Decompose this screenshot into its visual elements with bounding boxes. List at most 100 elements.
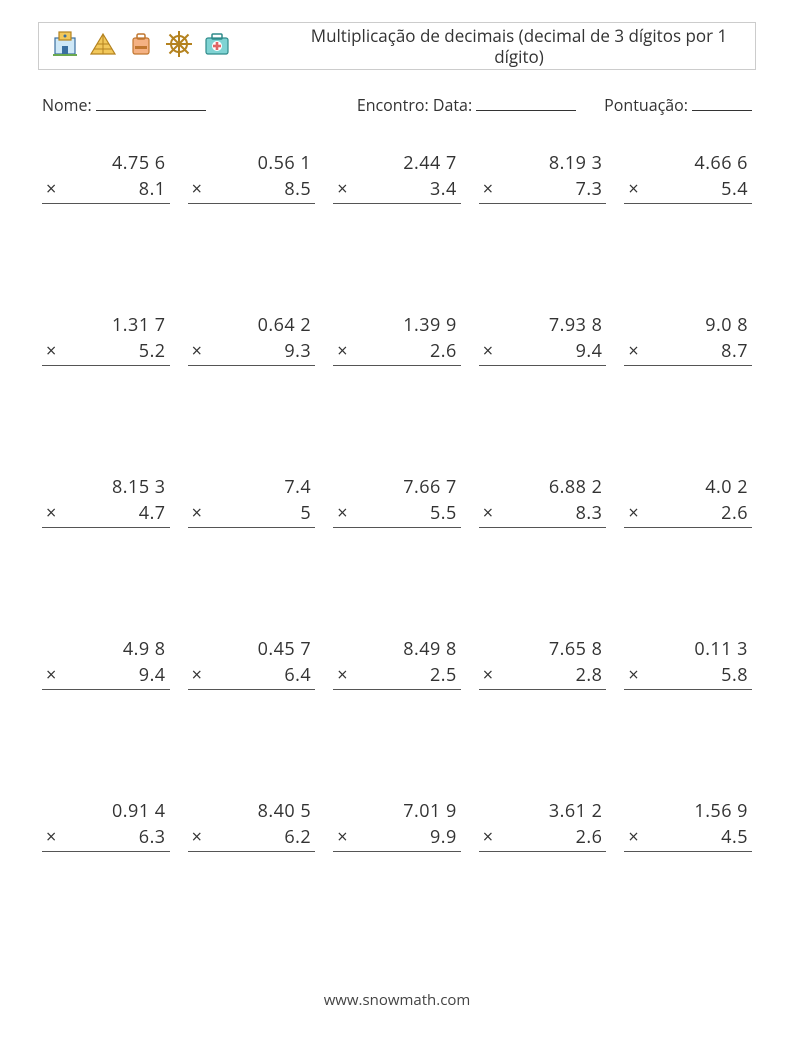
multiplier-line: ×2.8 [479, 662, 607, 690]
multiplier-line: ×4.5 [624, 824, 752, 852]
operator: × [479, 339, 502, 363]
multiplier: 2.6 [647, 501, 748, 525]
multiplier-line: ×6.4 [188, 662, 316, 690]
multiplier: 5.5 [356, 501, 457, 525]
multiplier-line: ×6.2 [188, 824, 316, 852]
problem: 7.66 7×5.5 [333, 474, 461, 528]
multiplier: 2.6 [356, 339, 457, 363]
problem: 0.45 7×6.4 [188, 636, 316, 690]
multiplier-line: ×5.4 [624, 176, 752, 204]
multiplicand: 0.56 1 [188, 151, 312, 175]
multiplicand-line: 4.9 8 [42, 636, 170, 662]
multiplicand-line: 7.65 8 [479, 636, 607, 662]
multiplier: 9.9 [356, 825, 457, 849]
problem: 8.49 8×2.5 [333, 636, 461, 690]
worksheet-title: Multiplicação de decimais (decimal de 3 … [233, 25, 745, 68]
date-blank[interactable] [476, 94, 576, 111]
multiplicand: 0.11 3 [624, 637, 748, 661]
multiplicand-line: 8.49 8 [333, 636, 461, 662]
multiplier-line: ×7.3 [479, 176, 607, 204]
problem: 3.61 2×2.6 [479, 798, 607, 852]
multiplicand-line: 7.4 [188, 474, 316, 500]
multiplier: 9.4 [502, 339, 603, 363]
operator: × [624, 339, 647, 363]
multiplicand: 8.19 3 [479, 151, 603, 175]
multiplier-line: ×2.6 [624, 500, 752, 528]
multiplicand: 1.56 9 [624, 799, 748, 823]
operator: × [188, 501, 211, 525]
multiplicand-line: 4.66 6 [624, 150, 752, 176]
multiplicand: 3.61 2 [479, 799, 603, 823]
operator: × [479, 825, 502, 849]
multiplicand: 1.39 9 [333, 313, 457, 337]
score-label: Pontuação: [604, 94, 688, 116]
operator: × [42, 663, 65, 687]
multiplicand: 0.91 4 [42, 799, 166, 823]
multiplicand-line: 0.64 2 [188, 312, 316, 338]
problem: 8.15 3×4.7 [42, 474, 170, 528]
operator: × [333, 501, 356, 525]
multiplicand: 8.40 5 [188, 799, 312, 823]
problem: 0.11 3×5.8 [624, 636, 752, 690]
operator: × [624, 177, 647, 201]
multiplier-line: ×2.6 [333, 338, 461, 366]
multiplier: 6.3 [65, 825, 166, 849]
name-label: Nome: [42, 94, 92, 116]
multiplier-line: ×5 [188, 500, 316, 528]
operator: × [624, 501, 647, 525]
multiplicand-line: 8.40 5 [188, 798, 316, 824]
operator: × [42, 339, 65, 363]
multiplicand-line: 0.56 1 [188, 150, 316, 176]
multiplicand-line: 8.19 3 [479, 150, 607, 176]
multiplicand-line: 1.31 7 [42, 312, 170, 338]
encounter-label: Encontro: Data: [357, 94, 472, 116]
first-aid-icon [201, 28, 233, 65]
problem: 0.91 4×6.3 [42, 798, 170, 852]
problem: 7.93 8×9.4 [479, 312, 607, 366]
multiplier: 7.3 [502, 177, 603, 201]
info-row: Nome: Encontro: Data: Pontuação: [38, 94, 756, 116]
problem: 4.75 6×8.1 [42, 150, 170, 204]
multiplier-line: ×9.3 [188, 338, 316, 366]
multiplier-line: ×5.2 [42, 338, 170, 366]
problem: 9.0 8×8.7 [624, 312, 752, 366]
footer-url: www.snowmath.com [0, 990, 794, 1010]
problems-grid: 4.75 6×8.10.56 1×8.52.44 7×3.48.19 3×7.3… [38, 150, 756, 852]
multiplier-line: ×4.7 [42, 500, 170, 528]
operator: × [333, 825, 356, 849]
operator: × [188, 177, 211, 201]
multiplier: 8.7 [647, 339, 748, 363]
multiplicand-line: 7.93 8 [479, 312, 607, 338]
multiplicand: 1.31 7 [42, 313, 166, 337]
multiplicand: 4.0 2 [624, 475, 748, 499]
multiplier-line: ×8.5 [188, 176, 316, 204]
problem: 4.9 8×9.4 [42, 636, 170, 690]
multiplier-line: ×3.4 [333, 176, 461, 204]
multiplier: 8.3 [502, 501, 603, 525]
problem: 7.01 9×9.9 [333, 798, 461, 852]
multiplicand: 4.9 8 [42, 637, 166, 661]
multiplier: 5.4 [647, 177, 748, 201]
multiplier: 9.4 [65, 663, 166, 687]
multiplicand: 7.65 8 [479, 637, 603, 661]
operator: × [188, 339, 211, 363]
operator: × [333, 339, 356, 363]
multiplicand-line: 4.0 2 [624, 474, 752, 500]
multiplicand-line: 0.11 3 [624, 636, 752, 662]
operator: × [479, 663, 502, 687]
multiplier: 2.5 [356, 663, 457, 687]
multiplier-line: ×2.6 [479, 824, 607, 852]
score-blank[interactable] [692, 94, 752, 111]
name-blank[interactable] [96, 94, 206, 111]
problem: 8.40 5×6.2 [188, 798, 316, 852]
multiplier: 2.8 [502, 663, 603, 687]
multiplicand-line: 3.61 2 [479, 798, 607, 824]
multiplicand: 4.75 6 [42, 151, 166, 175]
problem: 1.31 7×5.2 [42, 312, 170, 366]
problem: 2.44 7×3.4 [333, 150, 461, 204]
operator: × [479, 501, 502, 525]
problem: 8.19 3×7.3 [479, 150, 607, 204]
multiplicand: 7.01 9 [333, 799, 457, 823]
multiplier: 2.6 [502, 825, 603, 849]
operator: × [42, 501, 65, 525]
